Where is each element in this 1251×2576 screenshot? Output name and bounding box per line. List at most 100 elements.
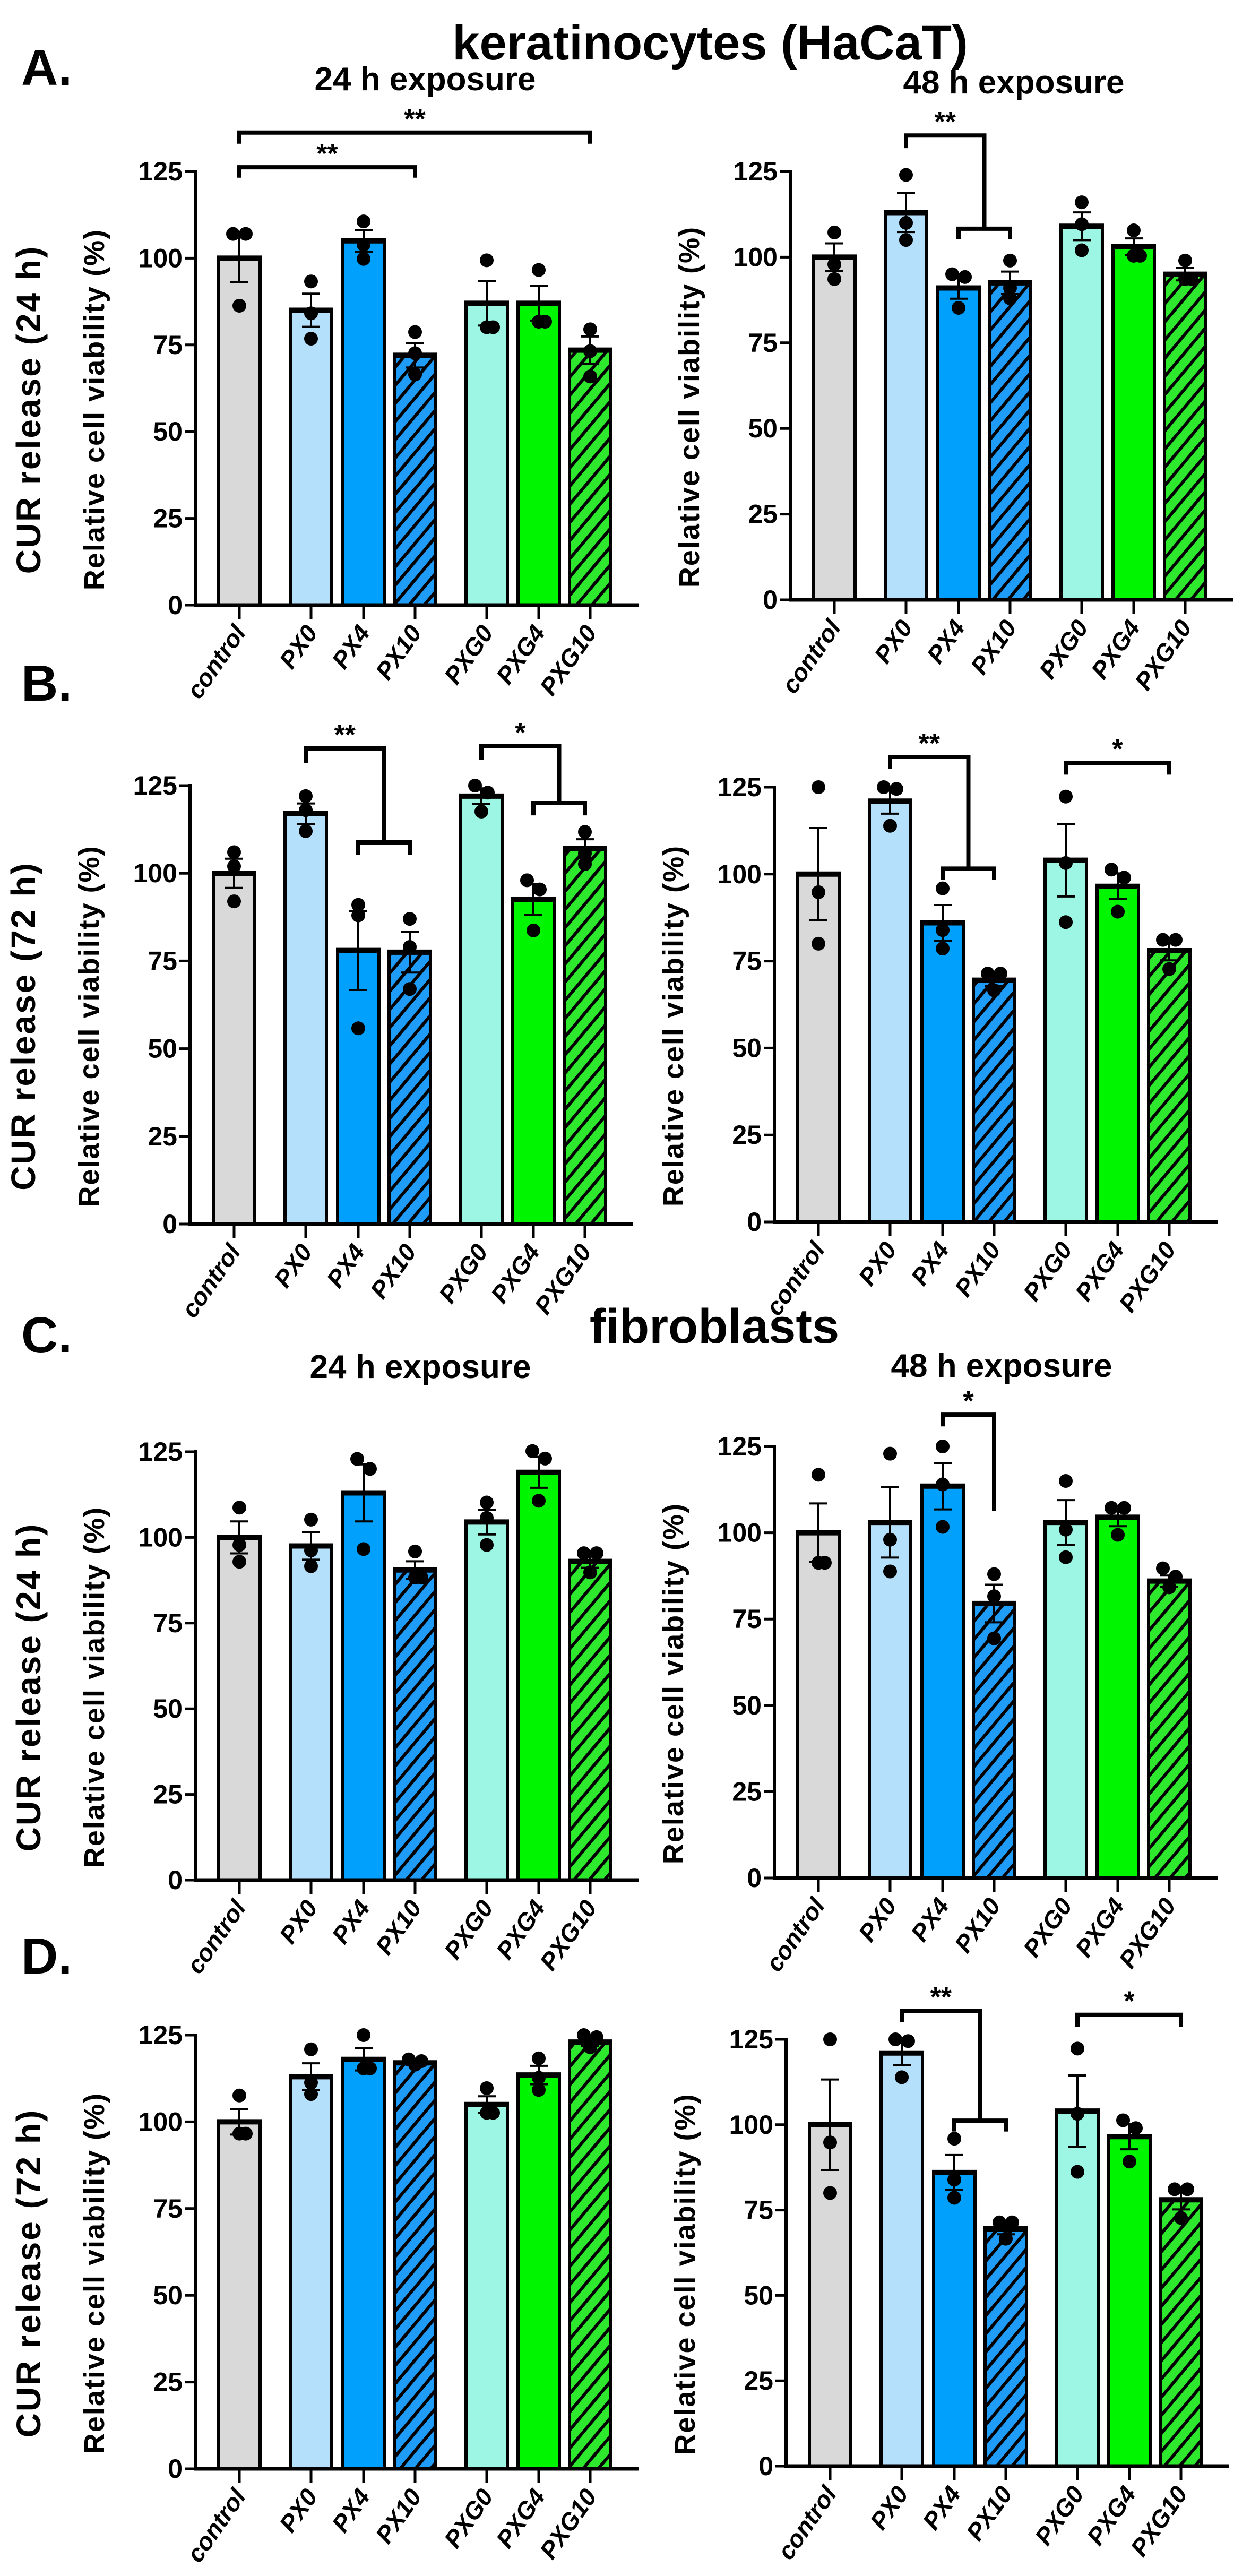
x-tick-label-control: control <box>776 614 847 699</box>
y-tick-label: 125 <box>718 1432 762 1461</box>
data-point <box>357 2061 370 2075</box>
x-tick-label-px0: PX0 <box>853 1893 902 1946</box>
bar-pxg4 <box>1111 245 1156 602</box>
panel-letter-c: C. <box>21 1307 72 1364</box>
data-point <box>936 1477 950 1492</box>
data-point <box>1075 195 1089 210</box>
data-point <box>947 2191 961 2205</box>
bar-px0 <box>868 1521 912 1880</box>
y-axis-label: Relative cell viability (%) <box>79 1506 110 1868</box>
data-point <box>812 1468 825 1482</box>
data-point <box>1003 291 1017 305</box>
y-tick-label: 100 <box>139 1522 183 1552</box>
bar-pxg10 <box>1159 2198 1203 2468</box>
significance-bracket <box>1064 761 1171 775</box>
bar-px10 <box>387 950 432 1226</box>
bar-px4 <box>920 921 965 1224</box>
y-tick-label: 125 <box>139 157 183 186</box>
data-point <box>299 824 313 838</box>
x-tick-label-px0: PX0 <box>269 1239 318 1293</box>
significance-label: ** <box>316 139 338 169</box>
x-tick-label-pxg0: PXG0 <box>1017 1893 1077 1962</box>
x-tick-label-control: control <box>772 2480 842 2565</box>
data-point <box>1003 281 1017 295</box>
y-tick-label: 0 <box>168 2454 183 2484</box>
significance-bracket <box>900 2008 982 2121</box>
data-point <box>525 1444 539 1458</box>
data-point <box>227 859 241 873</box>
bar-pxg4 <box>1095 1515 1140 1880</box>
y-tick-label: 75 <box>153 2194 183 2224</box>
y-tick-label: 100 <box>718 1518 762 1548</box>
data-point <box>583 369 597 384</box>
bar-px10 <box>972 978 1016 1224</box>
data-point <box>1127 248 1141 263</box>
bar-px10 <box>393 354 437 607</box>
bar-px4 <box>936 286 981 601</box>
data-point <box>1071 2165 1084 2179</box>
data-point <box>993 2215 1006 2229</box>
x-tick-label-px10: PX10 <box>370 620 427 685</box>
data-point <box>527 923 540 937</box>
significance-bracket <box>888 755 971 869</box>
data-point <box>578 825 592 839</box>
significance-label: ** <box>919 728 941 759</box>
bar-pxg0 <box>459 794 504 1226</box>
y-tick-label: 125 <box>729 2024 773 2054</box>
data-point <box>480 1495 494 1510</box>
y-tick-label: 100 <box>133 858 177 888</box>
data-point <box>888 2032 902 2046</box>
x-tick-label-control: control <box>181 2483 252 2568</box>
data-point <box>532 263 546 277</box>
x-tick-label-pxg0: PXG0 <box>438 2484 498 2553</box>
bar-control <box>796 1531 841 1880</box>
y-tick-label: 0 <box>168 590 183 620</box>
data-point <box>1005 2215 1019 2229</box>
data-point <box>232 2088 246 2103</box>
significance-bracket <box>904 133 987 229</box>
bar-px0 <box>879 2051 924 2468</box>
data-point <box>883 819 897 833</box>
x-tick-label-px4: PX4 <box>921 615 970 668</box>
data-point <box>936 881 950 895</box>
data-point <box>232 2126 246 2141</box>
bar-control <box>796 872 841 1224</box>
bar-px10 <box>983 2227 1028 2468</box>
significance-bracket <box>237 165 417 178</box>
data-point <box>357 237 370 252</box>
data-point <box>1169 1570 1183 1584</box>
exposure-title-48h-c: 48 h exposure <box>891 1348 1112 1384</box>
data-point <box>590 2030 603 2044</box>
data-point <box>1162 1580 1176 1595</box>
data-point <box>1111 1528 1125 1542</box>
y-tick-label: 25 <box>148 1122 177 1151</box>
bar-pxg4 <box>1095 884 1140 1224</box>
significance-sub-bracket <box>531 801 587 816</box>
x-tick-label-control: control <box>181 1894 252 1979</box>
data-point <box>812 780 825 794</box>
data-point <box>890 782 903 796</box>
data-point <box>1071 2041 1084 2056</box>
data-point <box>304 2075 318 2090</box>
data-point <box>227 845 241 859</box>
x-tick-label-pxg0: PXG0 <box>1033 615 1093 684</box>
x-tick-label-control: control <box>181 619 252 704</box>
y-tick-label: 50 <box>732 1691 762 1720</box>
bar-px0 <box>289 2075 333 2470</box>
bar-px0 <box>289 1544 333 1882</box>
data-point <box>1169 933 1183 947</box>
y-tick-label: 125 <box>139 2020 183 2050</box>
y-tick-label: 100 <box>729 2110 773 2140</box>
y-tick-label: 0 <box>162 1209 177 1239</box>
x-tick-label-px4: PX4 <box>326 2484 375 2537</box>
data-point <box>403 982 417 996</box>
x-tick-label-control: control <box>760 1892 831 1977</box>
data-point <box>538 1451 552 1466</box>
data-point <box>899 168 913 182</box>
y-tick-label: 0 <box>168 1865 183 1895</box>
data-point <box>1059 1550 1073 1564</box>
bar-px4 <box>341 239 386 607</box>
data-point <box>583 322 597 337</box>
